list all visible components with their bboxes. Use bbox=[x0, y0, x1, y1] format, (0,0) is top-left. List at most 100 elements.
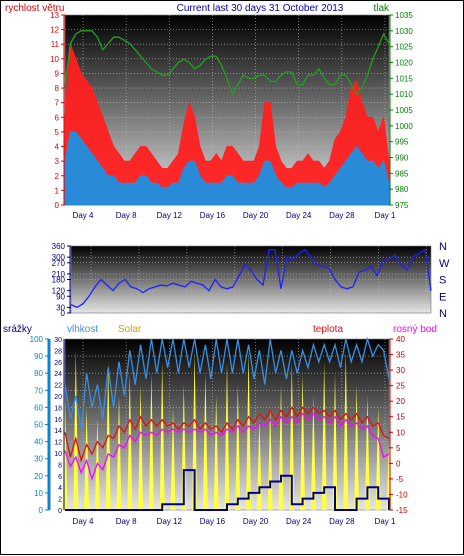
wind-tick-label-4: 4 bbox=[55, 143, 60, 152]
solar-spike-28 bbox=[364, 396, 370, 510]
temp-tick-label-7: 20 bbox=[396, 397, 405, 406]
wind-tick-label-1: 1 bbox=[55, 186, 60, 195]
temp-tick-label-2: -5 bbox=[396, 475, 404, 484]
solar-spike-21 bbox=[289, 361, 295, 510]
rain-x-tick-3: Day 16 bbox=[200, 517, 226, 526]
dir-tick-label-6: 270 bbox=[52, 259, 66, 268]
dir-tick-label-5: 210 bbox=[52, 270, 66, 279]
rain-tick-label-0: 0 bbox=[39, 506, 44, 515]
humidity-tick-label-14: 28 bbox=[54, 348, 62, 355]
wind-x-tick-4: Day 20 bbox=[243, 211, 269, 220]
dew-point-label: rosný bod bbox=[393, 324, 437, 335]
rain-axis-title: srážky bbox=[3, 324, 32, 335]
dir-tick-label-0: 0 bbox=[61, 309, 66, 318]
temp-tick-label-0: -15 bbox=[396, 506, 408, 515]
pressure-tick-label-1: 980 bbox=[395, 185, 409, 194]
wind-tick-label-2: 2 bbox=[55, 172, 60, 181]
pressure-tick-label-0: 975 bbox=[395, 201, 409, 210]
pressure-tick-label-12: 1035 bbox=[395, 11, 413, 20]
humidity-tick-label-12: 24 bbox=[54, 371, 62, 378]
humidity-tick-label-13: 26 bbox=[54, 360, 62, 367]
solar-spike-10 bbox=[170, 407, 176, 510]
wind-tick-label-6: 6 bbox=[55, 113, 60, 122]
wind-tick-label-8: 8 bbox=[55, 84, 60, 93]
temp-tick-label-4: 5 bbox=[396, 444, 401, 453]
wind-tick-label-0: 0 bbox=[55, 201, 60, 210]
wind-tick-label-10: 10 bbox=[50, 55, 59, 64]
compass-label-1: W bbox=[439, 258, 450, 270]
solar-spike-14 bbox=[213, 396, 219, 510]
rain-tick-label-1: 10 bbox=[34, 489, 43, 498]
pressure-tick-label-7: 1010 bbox=[395, 90, 413, 99]
solar-spike-19 bbox=[267, 407, 273, 510]
rain-tick-label-6: 60 bbox=[34, 403, 43, 412]
humidity-axis-title: vlhkost bbox=[67, 324, 98, 335]
wind-x-tick-3: Day 16 bbox=[200, 211, 226, 220]
solar-spike-27 bbox=[354, 384, 360, 510]
rain-tick-label-4: 40 bbox=[34, 438, 43, 447]
humidity-tick-label-4: 8 bbox=[58, 462, 62, 469]
temp-tick-label-1: -10 bbox=[396, 490, 408, 499]
solar-spike-15 bbox=[224, 361, 230, 510]
wind-x-tick-5: Day 24 bbox=[286, 211, 312, 220]
wind-x-tick-6: Day 28 bbox=[329, 211, 355, 220]
pressure-tick-label-3: 990 bbox=[395, 154, 409, 163]
dir-tick-label-4: 180 bbox=[52, 276, 66, 285]
series-rain bbox=[65, 469, 390, 511]
dir-tick-label-3: 120 bbox=[52, 287, 66, 296]
rain-x-tick-4: Day 20 bbox=[243, 517, 269, 526]
humidity-tick-label-7: 14 bbox=[54, 428, 62, 435]
series-wind-gust bbox=[64, 131, 390, 206]
wind-x-tick-7: Day 1 bbox=[375, 211, 396, 220]
rain-x-tick-1: Day 8 bbox=[116, 517, 137, 526]
pressure-tick-label-5: 1000 bbox=[395, 122, 413, 131]
rain-tick-label-9: 90 bbox=[34, 352, 43, 361]
humidity-tick-label-5: 10 bbox=[54, 451, 62, 458]
solar-spike-17 bbox=[246, 350, 252, 510]
rain-x-tick-5: Day 24 bbox=[286, 517, 312, 526]
solar-spike-8 bbox=[148, 373, 154, 510]
rain-x-tick-7: Day 1 bbox=[375, 517, 396, 526]
wind-x-tick-2: Day 12 bbox=[157, 211, 183, 220]
wind-tick-label-12: 12 bbox=[50, 26, 59, 35]
pressure-tick-label-10: 1025 bbox=[395, 43, 413, 52]
temp-tick-label-10: 35 bbox=[396, 351, 405, 360]
solar-spike-24 bbox=[321, 361, 327, 510]
dir-tick-label-8: 360 bbox=[52, 242, 66, 251]
solar-spike-9 bbox=[159, 361, 165, 510]
temp-tick-label-3: 0 bbox=[396, 459, 401, 468]
rain-tick-label-7: 70 bbox=[34, 386, 43, 395]
dir-tick-label-2: 90 bbox=[56, 292, 65, 301]
temp-tick-label-11: 40 bbox=[396, 335, 405, 344]
wind-tick-label-7: 7 bbox=[55, 99, 60, 108]
pressure-tick-label-2: 985 bbox=[395, 169, 409, 178]
series-humidity bbox=[64, 336, 390, 431]
solar-label: Solar bbox=[118, 324, 142, 335]
rain-x-tick-2: Day 12 bbox=[157, 517, 183, 526]
temp-tick-label-9: 30 bbox=[396, 366, 405, 375]
solar-spike-5 bbox=[116, 396, 122, 510]
pressure-axis-title: tlak bbox=[373, 3, 390, 14]
humidity-tick-label-8: 16 bbox=[54, 417, 62, 424]
solar-spike-11 bbox=[181, 384, 187, 510]
series-dew-point bbox=[64, 412, 390, 482]
compass-label-2: S bbox=[439, 275, 446, 287]
humidity-tick-label-11: 22 bbox=[54, 383, 62, 390]
rain-x-tick-0: Day 4 bbox=[73, 517, 94, 526]
humidity-tick-label-9: 18 bbox=[54, 405, 62, 412]
rain-tick-label-5: 50 bbox=[34, 421, 43, 430]
solar-spike-13 bbox=[202, 373, 208, 510]
solar-spike-29 bbox=[375, 407, 381, 510]
series-wind-speed bbox=[64, 44, 390, 206]
dir-tick-label-7: 300 bbox=[52, 253, 66, 262]
wind-x-tick-0: Day 4 bbox=[73, 211, 94, 220]
dir-tick-label-1: 30 bbox=[56, 303, 65, 312]
rain-x-tick-6: Day 28 bbox=[329, 517, 355, 526]
solar-spike-1 bbox=[73, 350, 79, 510]
solar-spike-20 bbox=[278, 384, 284, 510]
humidity-tick-label-3: 6 bbox=[58, 474, 62, 481]
pressure-tick-label-8: 1015 bbox=[395, 74, 413, 83]
series-wind-direction bbox=[70, 248, 432, 309]
wind-axis-title: rychlost větru bbox=[5, 3, 64, 14]
